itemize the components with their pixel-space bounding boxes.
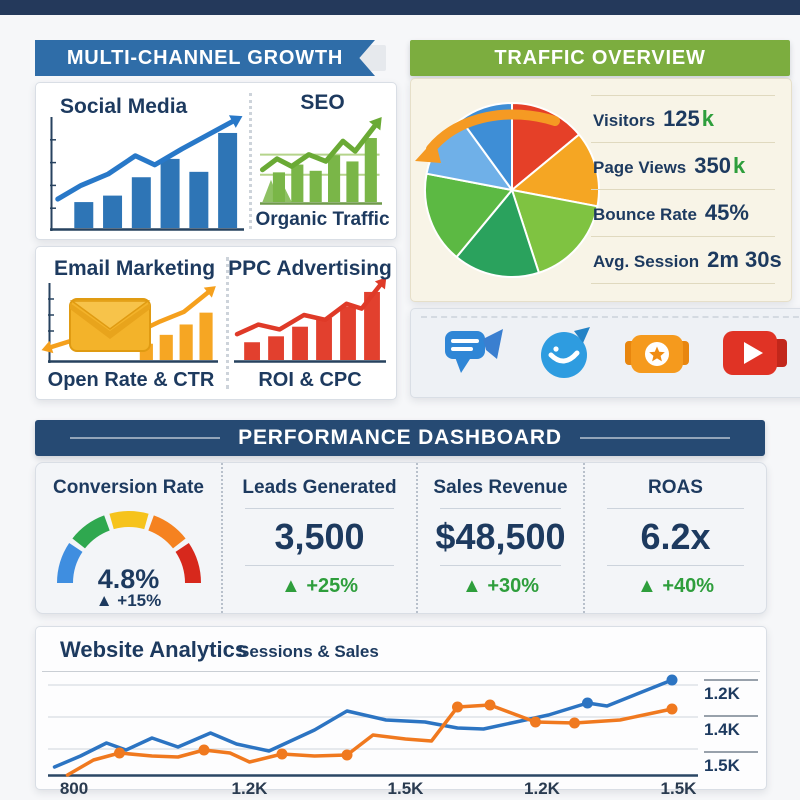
metric-value: $48,500 (435, 516, 566, 557)
divider (607, 508, 744, 509)
envelope-icon (69, 298, 151, 352)
analytics-line-chart (48, 674, 698, 777)
seo-chart (259, 116, 382, 205)
x-tick-label: 1.2K (524, 779, 560, 798)
traffic-overview-banner: TRAFFIC OVERVIEW (410, 40, 790, 76)
x-tick-label: 800 (59, 779, 89, 798)
metric-sales-revenue: Sales Revenue $48,500 ▲ +30% (416, 463, 583, 613)
stat-value: 45% (704, 200, 749, 225)
ppc-title: PPC Advertising (228, 257, 392, 280)
stat-avg-session: Avg. Session 2m 30s (591, 237, 782, 284)
social-media-chart (50, 115, 244, 231)
banner-decor-line (70, 437, 221, 439)
metrics-panel: Conversion Rate 4.8% ▲ +15% Leads Genera… (35, 462, 767, 614)
metric-delta: ▲ +15% (95, 591, 162, 610)
traffic-overview-banner-label: TRAFFIC OVERVIEW (494, 46, 706, 69)
camera-icon[interactable] (624, 327, 690, 379)
analytics-panel: Website Analytics Sessions & Sales 1.2K … (35, 626, 767, 798)
social-media-title: Social Media (60, 95, 188, 118)
chat-icon[interactable] (441, 325, 505, 381)
divider (440, 564, 561, 566)
metric-leads-generated: Leads Generated 3,500 ▲ +25% (221, 463, 416, 613)
channels-bottom-panel: Email Marketing Open Rate & CTR PPC Adve… (35, 246, 397, 400)
divider (245, 508, 394, 509)
ppc-subtitle: ROI & CPC (258, 369, 362, 391)
up-arrow-icon: ▲ (280, 574, 301, 597)
metric-value: 4.8% (97, 564, 160, 594)
conversion-gauge (49, 503, 209, 589)
divider (607, 564, 744, 566)
divider (249, 93, 252, 229)
analytics-subtitle: Sessions & Sales (238, 642, 379, 661)
metric-conversion-rate: Conversion Rate 4.8% ▲ +15% (36, 463, 221, 613)
metric-delta: ▲ +25% (280, 574, 359, 597)
up-arrow-icon: ▲ (461, 574, 482, 597)
stat-value: 125 (663, 106, 700, 131)
up-arrow-icon: ▲ (95, 591, 113, 610)
social-icons-panel (410, 308, 800, 398)
play-icon[interactable] (721, 329, 789, 377)
divider (42, 671, 760, 672)
traffic-pie-chart (423, 101, 601, 279)
metric-value: 6.2x (640, 516, 711, 557)
divider (226, 257, 229, 389)
traffic-panel: Visitors 125 k Page Views 350 k Bounce R… (410, 78, 792, 302)
stat-value: 2m 30s (707, 247, 782, 272)
email-marketing-title: Email Marketing (54, 257, 216, 280)
trend-arrow-icon (415, 109, 560, 163)
stat-suffix: k (701, 106, 715, 131)
up-arrow-icon: ▲ (636, 574, 657, 597)
stat-label: Visitors (593, 111, 656, 130)
performance-banner-label: PERFORMANCE DASHBOARD (238, 426, 562, 449)
seo-subtitle: Organic Traffic (255, 209, 390, 230)
email-subtitle: Open Rate & CTR (47, 369, 215, 391)
y-tick-label: 1.2K (704, 679, 758, 704)
stat-label: Page Views (593, 158, 687, 177)
stat-bounce-rate: Bounce Rate 45% (591, 190, 775, 237)
messenger-icon[interactable] (536, 325, 592, 381)
analytics-title: Website Analytics (60, 637, 248, 662)
ppc-chart (234, 277, 387, 363)
x-tick-label: 1.5K (660, 779, 697, 798)
metric-title: Sales Revenue (433, 477, 568, 498)
stat-visitors: Visitors 125 k (591, 95, 775, 143)
top-header-strip (0, 0, 800, 15)
x-tick-label: 1.5K (387, 779, 424, 798)
y-tick-label: 1.5K (704, 751, 758, 776)
metric-title: ROAS (648, 477, 703, 498)
divider (440, 508, 561, 509)
divider (245, 564, 394, 566)
metric-value: 3,500 (274, 516, 365, 557)
traffic-stats: Visitors 125 k Page Views 350 k Bounce R… (591, 95, 782, 284)
stat-suffix: k (732, 153, 746, 178)
metric-roas: ROAS 6.2x ▲ +40% (583, 463, 766, 613)
metric-title: Leads Generated (242, 477, 397, 498)
metric-delta: ▲ +40% (636, 574, 715, 597)
analytics-x-axis: 800 1.2K 1.5K 1.2K 1.5K (48, 779, 698, 799)
multi-channel-banner-label: MULTI-CHANNEL GROWTH (66, 46, 344, 69)
banner-decor-line (579, 437, 730, 439)
stat-page-views: Page Views 350 k (591, 143, 775, 190)
performance-banner: PERFORMANCE DASHBOARD (35, 420, 765, 456)
stat-label: Avg. Session (593, 252, 700, 271)
metric-delta: ▲ +30% (461, 574, 540, 597)
metric-title: Conversion Rate (53, 477, 204, 498)
stat-label: Bounce Rate (593, 205, 697, 224)
seo-title: SEO (300, 91, 345, 114)
stat-value: 350 (694, 153, 731, 178)
multi-channel-banner: MULTI-CHANNEL GROWTH (35, 40, 375, 76)
y-tick-label: 1.4K (704, 715, 758, 740)
analytics-y-axis: 1.2K 1.4K 1.5K (704, 679, 758, 787)
x-tick-label: 1.2K (231, 779, 268, 798)
channels-top-panel: Social Media SEO Organic Traffic (35, 82, 397, 240)
